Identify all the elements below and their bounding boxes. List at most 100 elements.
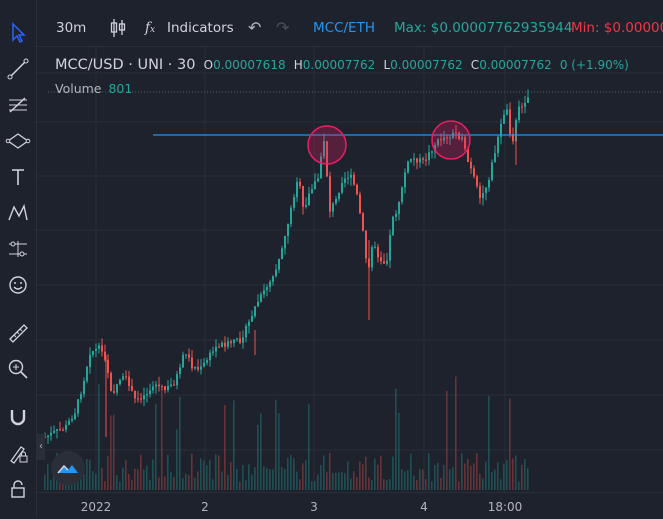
pattern-icon[interactable] [3, 198, 33, 228]
volume-bar [503, 463, 505, 490]
candle [446, 137, 448, 139]
symbol-name[interactable]: MCC/USD · UNI · 30 [55, 57, 196, 73]
tradingview-logo-icon[interactable] [51, 451, 85, 485]
candle [512, 134, 514, 142]
volume-bar [485, 461, 487, 490]
volume-bar [158, 477, 160, 490]
volume-bar [257, 424, 259, 490]
candle [326, 141, 328, 177]
volume-bar [101, 467, 103, 490]
candle [353, 174, 355, 185]
indicators-button[interactable]: Indicators [167, 20, 234, 36]
volume-bar [188, 475, 190, 490]
ruler-icon[interactable] [3, 318, 33, 348]
highlight-circle[interactable] [431, 120, 471, 160]
high-value: 0.00007762 [302, 58, 376, 72]
brush-icon[interactable] [3, 126, 33, 156]
volume-bar [137, 469, 139, 490]
x-tick-label: 2 [201, 500, 209, 514]
candle [305, 205, 307, 207]
volume-bar [116, 475, 118, 490]
lock-icon[interactable] [3, 474, 33, 504]
volume-bar [386, 480, 388, 490]
prediction-icon[interactable] [3, 234, 33, 264]
volume-bar [428, 452, 430, 490]
zoom-in-icon[interactable] [3, 354, 33, 384]
volume-bar [218, 455, 220, 490]
candle [425, 159, 427, 161]
candle [374, 246, 376, 248]
candlestick-chart[interactable] [37, 47, 663, 492]
change-value: 0 (+1.90%) [559, 58, 629, 72]
candle [236, 338, 238, 340]
text-icon[interactable] [3, 162, 33, 192]
volume-bar [443, 465, 445, 490]
candle [224, 342, 226, 347]
candle [299, 181, 301, 186]
volume-bar [44, 474, 46, 490]
time-axis[interactable]: 2022 2 3 4 18:00 [37, 492, 663, 519]
interval-button[interactable]: 30m [56, 20, 87, 36]
volume-bar [284, 469, 286, 490]
volume-bar [380, 455, 382, 490]
volume-bar [86, 459, 88, 490]
high-key: H [293, 58, 303, 72]
volume-bar [245, 480, 247, 490]
candle [194, 366, 196, 369]
indicators-icon[interactable]: fx [145, 20, 156, 36]
emoji-icon[interactable] [3, 270, 33, 300]
volume-bar [107, 455, 109, 490]
volume-bar [161, 389, 163, 490]
candle [95, 348, 97, 352]
candle [77, 399, 79, 414]
volume-bar [332, 473, 334, 490]
undo-icon[interactable]: ↶ [248, 18, 262, 37]
volume-bar [224, 404, 226, 490]
candle [188, 354, 190, 358]
collapse-toolbar-button[interactable]: ‹ [37, 434, 45, 460]
volume-bar [401, 469, 403, 490]
candle [167, 385, 169, 391]
volume-bar [362, 464, 364, 490]
candle [524, 102, 526, 107]
candles-icon[interactable] [108, 0, 130, 46]
candle [104, 351, 106, 360]
candle [197, 366, 199, 370]
volume-bar [353, 471, 355, 490]
candle [266, 287, 268, 291]
cursor-icon[interactable] [3, 18, 33, 48]
volume-bar [125, 459, 127, 490]
candle [518, 106, 520, 121]
candle [323, 141, 325, 157]
volume-bar [164, 476, 166, 490]
redo-icon[interactable]: ↷ [276, 18, 290, 37]
candle [74, 413, 76, 420]
candle [377, 246, 379, 258]
volume-bar [506, 459, 508, 490]
candle [260, 294, 262, 302]
highlight-circle[interactable] [307, 125, 347, 165]
volume-bar [449, 469, 451, 490]
candle [125, 376, 127, 378]
candle [50, 432, 52, 436]
pair-link[interactable]: MCC/ETH [313, 20, 375, 36]
candle [347, 177, 349, 179]
candle [341, 182, 343, 193]
candle [155, 384, 157, 387]
candle [461, 137, 463, 140]
candle [107, 359, 109, 373]
low-key: L [383, 58, 391, 72]
candle [149, 390, 151, 395]
candle [170, 384, 172, 386]
candle [242, 337, 244, 343]
candle [281, 248, 283, 260]
volume-label[interactable]: Volume [55, 81, 102, 96]
close-value: 0.00007762 [479, 58, 552, 72]
trend-line-icon[interactable] [3, 54, 33, 84]
price-chart[interactable] [37, 47, 663, 492]
magnet-icon[interactable] [3, 402, 33, 432]
x-tick-label: 3 [310, 500, 318, 514]
fib-retracement-icon[interactable] [3, 90, 33, 120]
candle [527, 97, 529, 103]
lock-drawings-icon[interactable] [3, 438, 33, 468]
